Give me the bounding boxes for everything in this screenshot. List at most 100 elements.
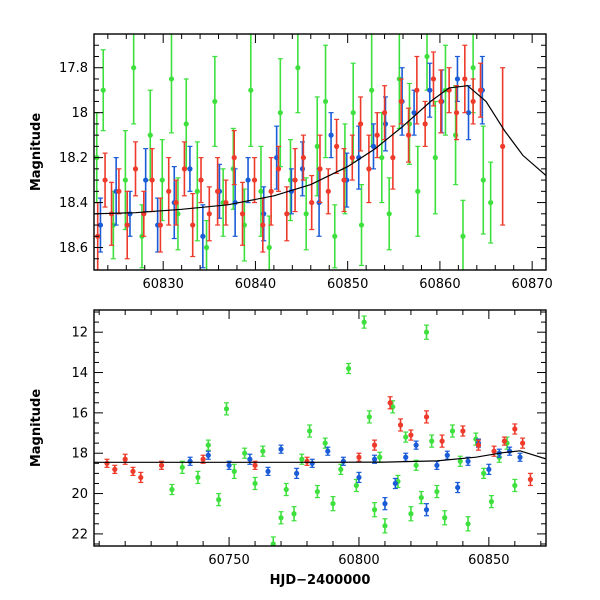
top-red-point <box>275 145 282 192</box>
top-green-point <box>100 49 106 132</box>
top-blue-point <box>427 62 433 118</box>
bottom-green-point <box>434 484 440 499</box>
bottom-green-point <box>270 536 276 546</box>
bottom-blue-point <box>187 456 193 466</box>
x-tick-label: 60800 <box>338 553 379 568</box>
bottom-green-point <box>371 502 378 518</box>
bottom-red-point <box>423 410 430 424</box>
bottom-green-point <box>278 511 284 525</box>
top-red-point <box>268 157 274 226</box>
top-red-point <box>500 67 506 226</box>
top-blue-point <box>187 145 193 192</box>
top-red-point <box>190 192 196 258</box>
top-red-point <box>102 152 108 208</box>
bottom-blue-point <box>205 450 211 460</box>
top-red-point <box>317 134 323 204</box>
bottom-blue-point <box>403 452 409 462</box>
bottom-blue-point <box>382 496 388 511</box>
bottom-red-point <box>138 471 144 484</box>
top-red-point <box>438 69 444 134</box>
y-tick-label: 18 <box>71 447 88 462</box>
bottom-blue-point <box>413 440 419 450</box>
bottom-green-point <box>465 516 471 532</box>
bottom-red-point <box>460 425 466 437</box>
top-blue-point <box>97 197 104 253</box>
bottom-green-point <box>338 463 344 475</box>
top-blue-point <box>245 157 251 204</box>
bottom-red-point <box>130 466 136 477</box>
top-blue-point <box>411 89 417 136</box>
bottom-green-point <box>449 424 456 438</box>
bottom-red-point <box>475 439 482 451</box>
top-blue-point <box>454 55 461 103</box>
top-red-point <box>132 141 139 197</box>
bottom-green-point <box>442 510 448 526</box>
top-red-point <box>430 51 437 107</box>
top-y-axis-title: Magnitude <box>29 113 44 192</box>
top-red-point <box>116 168 122 215</box>
x-tick-label: 60850 <box>327 277 368 292</box>
bottom-green-point <box>252 476 258 491</box>
top-green-point <box>386 177 392 251</box>
bottom-red-point <box>501 436 508 446</box>
x-tick-label: 60750 <box>208 553 249 568</box>
top-panel-frame <box>93 33 547 271</box>
top-red-point <box>198 157 204 204</box>
x-tick-label: 60850 <box>468 553 509 568</box>
top-red-point <box>477 62 484 118</box>
top-red-point <box>341 148 347 213</box>
top-green-point <box>295 34 301 114</box>
x-tick-label: 60830 <box>143 277 184 292</box>
top-red-point <box>124 190 130 260</box>
top-green-point <box>131 34 137 125</box>
bottom-green-point <box>429 434 435 448</box>
y-tick-label: 18 <box>71 106 88 121</box>
top-red-point <box>374 112 380 159</box>
bottom-green-point <box>403 431 409 443</box>
bottom-red-point <box>371 439 378 451</box>
top-red-point <box>349 134 355 181</box>
bottom-green-point <box>260 445 266 457</box>
bottom-green-point <box>457 455 463 467</box>
top-blue-point <box>261 186 267 242</box>
bottom-green-point <box>195 470 201 485</box>
top-blue-point <box>127 190 133 237</box>
y-tick-label: 18.4 <box>59 196 88 211</box>
top-red-point <box>231 130 237 186</box>
top-green-point <box>183 78 189 170</box>
top-green-point <box>322 44 329 159</box>
bottom-green-point <box>353 478 359 493</box>
bottom-green-point <box>408 506 414 522</box>
top-red-point <box>239 181 246 246</box>
x-tick-label: 60840 <box>235 277 276 292</box>
bottom-blue-point <box>455 481 461 494</box>
top-model-curve <box>94 85 546 215</box>
bottom-red-point <box>408 429 414 441</box>
bottom-blue-point <box>356 471 362 484</box>
top-red-point <box>251 157 258 204</box>
bottom-blue-point <box>423 503 430 517</box>
top-green-point <box>332 204 338 269</box>
top-red-point <box>398 78 404 125</box>
top-red-point <box>381 85 388 141</box>
top-green-point <box>350 62 356 163</box>
bottom-blue-point <box>265 466 271 477</box>
bottom-blue-point <box>325 446 331 456</box>
top-green-point <box>287 139 294 222</box>
bottom-red-point <box>304 456 310 466</box>
top-red-point <box>405 107 412 163</box>
bottom-green-point <box>223 402 230 416</box>
bottom-y-axis-title: Magnitude <box>29 389 44 468</box>
top-panel-ticks: 60830 60840 60850 60860 60870 17.8 18 18.2 18.4 1… <box>59 33 553 292</box>
top-green-point <box>406 82 413 165</box>
top-red-point <box>215 157 221 226</box>
y-tick-label: 12 <box>71 326 88 341</box>
bottom-green-point <box>283 482 289 497</box>
y-tick-label: 18.2 <box>59 151 88 166</box>
bottom-blue-point <box>392 477 398 490</box>
top-red-point <box>166 157 172 226</box>
top-red-point <box>157 197 164 253</box>
bottom-panel: 60750 60800 60850 12 14 16 18 20 22 Magnitude HJ… <box>29 309 547 588</box>
x-tick-label: 60860 <box>419 277 460 292</box>
bottom-green-point <box>216 492 222 507</box>
